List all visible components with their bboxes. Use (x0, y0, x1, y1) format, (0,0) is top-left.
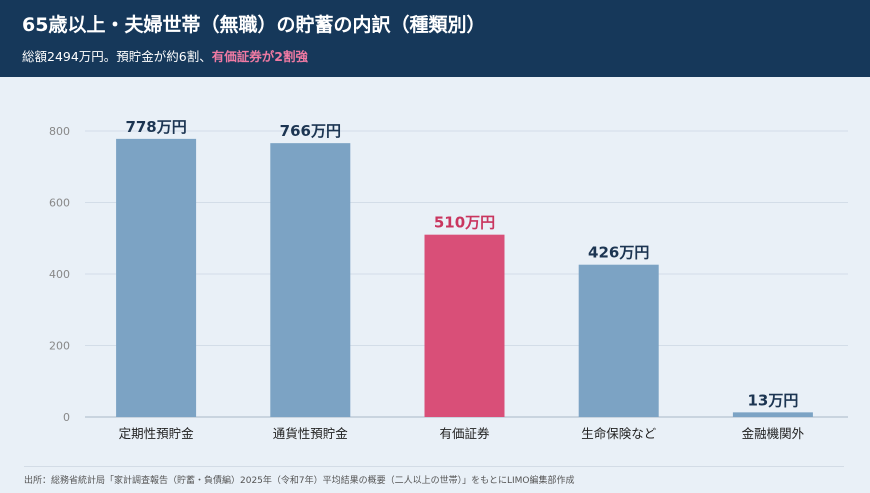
x-tick-label: 有価証券 (439, 426, 490, 441)
x-tick-label: 金融機関外 (742, 426, 805, 441)
header-banner: 65歳以上・夫婦世帯（無職）の貯蓄の内訳（種類別） 総額2494万円。預貯金が約… (0, 0, 870, 77)
source-note: 出所：総務省統計局「家計調査報告（貯蓄・負債編）2025年（令和7年）平均結果の… (24, 476, 575, 486)
bar-value-label: 426万円 (588, 244, 649, 262)
x-tick-label: 定期性預貯金 (119, 426, 195, 441)
subtitle-highlight: 有価証券が2割強 (211, 49, 308, 64)
y-tick-label: 200 (49, 340, 70, 353)
bar-value-label: 766万円 (280, 122, 341, 140)
chart-subtitle: 総額2494万円。預貯金が約6割、有価証券が2割強 (22, 46, 308, 65)
x-tick-label: 生命保険など (581, 426, 657, 441)
chart-title: 65歳以上・夫婦世帯（無職）の貯蓄の内訳（種類別） (22, 14, 486, 36)
bar (732, 412, 813, 417)
x-tick-label: 通貨性預貯金 (273, 426, 349, 441)
bar-value-label: 13万円 (747, 391, 798, 409)
bar (424, 234, 505, 417)
bar (578, 264, 659, 417)
bar-value-label: 778万円 (125, 118, 186, 136)
bar (116, 138, 197, 418)
bar (270, 143, 351, 417)
y-tick-label: 600 (49, 197, 70, 210)
y-tick-label: 0 (63, 411, 70, 424)
bar-value-label: 510万円 (434, 214, 495, 232)
y-tick-label: 800 (49, 125, 70, 138)
subtitle-text: 総額2494万円。預貯金が約6割、 (22, 49, 212, 64)
y-tick-label: 400 (49, 268, 70, 281)
chart-area: 0 200 400 600 800 778万円定期性預貯金 766万円通貨性預貯金 510万円… (0, 77, 870, 467)
footer-divider (24, 466, 844, 467)
